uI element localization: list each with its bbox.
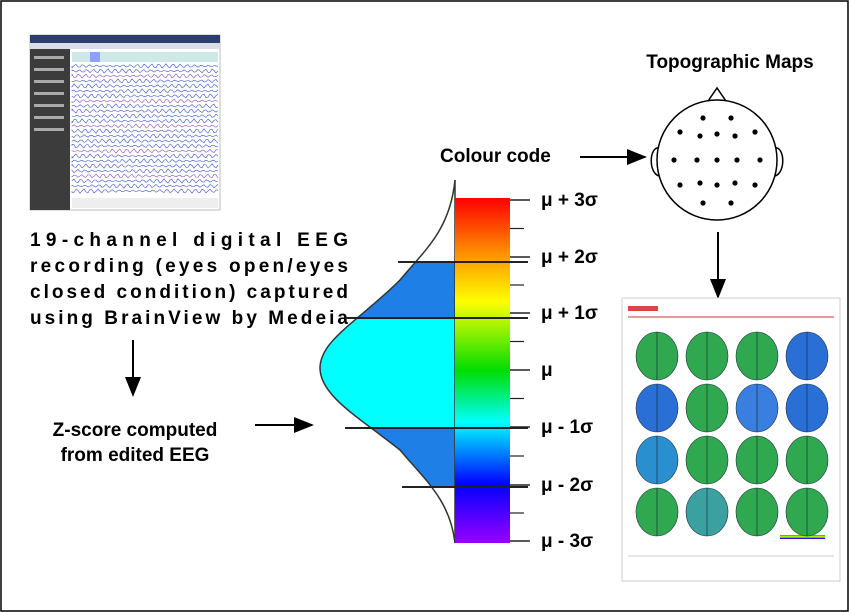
eeg-trace [71,143,219,149]
electrode [757,157,763,163]
bell-curve [319,179,456,544]
electrode [697,180,703,186]
eeg-trace [71,63,219,69]
menu-item [34,92,64,95]
eeg-trace [71,188,219,194]
menu-item [34,68,64,71]
eeg-trace [71,183,219,189]
menu-item [34,56,64,59]
scale-label: μ + 3σ [541,190,598,211]
text-line: recording (eyes open/eyes [30,256,348,277]
eeg-trace [71,73,219,79]
electrode [728,115,734,121]
zscore-text: from edited EEG [61,445,210,466]
electrode [714,157,720,163]
scale-label: μ + 2σ [541,247,598,268]
recording-text: 19-channel digital EEG recording (eyes o… [30,230,348,329]
eeg-trace [71,83,219,89]
electrode [714,182,720,188]
electrode [697,133,703,139]
eeg-trace [71,178,219,184]
scale-label: μ - 2σ [541,475,593,496]
electrode [734,157,740,163]
colour-bar [455,198,510,543]
report-thumbnail [621,297,841,582]
scale-label: μ - 3σ [541,531,593,552]
eeg-screenshot [29,34,221,211]
electrode [671,157,677,163]
electrode [677,182,683,188]
electrode [700,115,706,121]
eeg-trace [71,153,219,159]
electrode [752,129,758,135]
eeg-trace [71,163,219,169]
electrodes [671,115,763,206]
menu-item [34,104,64,107]
menu-item [34,80,64,83]
eeg-trace [71,93,219,99]
scale-label: μ - 1σ [541,417,593,438]
band-lines [345,261,528,488]
eeg-trace [71,138,219,144]
eeg-trace [71,103,219,109]
scale-label: μ + 1σ [541,303,598,324]
eeg-trace [71,128,219,134]
menu-item [34,116,64,119]
electrode [700,200,706,206]
eeg-trace [71,148,219,154]
zscore-text: Z-score computed [53,420,218,441]
electrode [728,200,734,206]
eeg-trace [71,133,219,139]
electrode [694,157,700,163]
electrode [732,180,738,186]
electrode [714,131,720,137]
eeg-trace [71,118,219,124]
colour-code-label: Colour code [440,146,551,167]
eeg-trace [71,78,219,84]
eeg-trace [71,173,219,179]
eeg-trace [71,158,219,164]
eeg-trace [71,123,219,129]
electrode [752,182,758,188]
eeg-trace [71,98,219,104]
scale-label: μ [541,360,553,381]
eeg-trace [71,88,219,94]
eeg-trace [71,68,219,74]
eeg-trace [71,168,219,174]
topographic-title: Topographic Maps [646,52,813,73]
scale: μ + 3σ μ + 2σ μ + 1σ μ μ - 1σ μ - 2σ μ - 3σ [510,190,598,552]
menu-item [34,128,64,131]
electrode [732,133,738,139]
electrode [677,129,683,135]
eeg-trace [71,107,219,114]
eeg-trace [71,113,219,119]
